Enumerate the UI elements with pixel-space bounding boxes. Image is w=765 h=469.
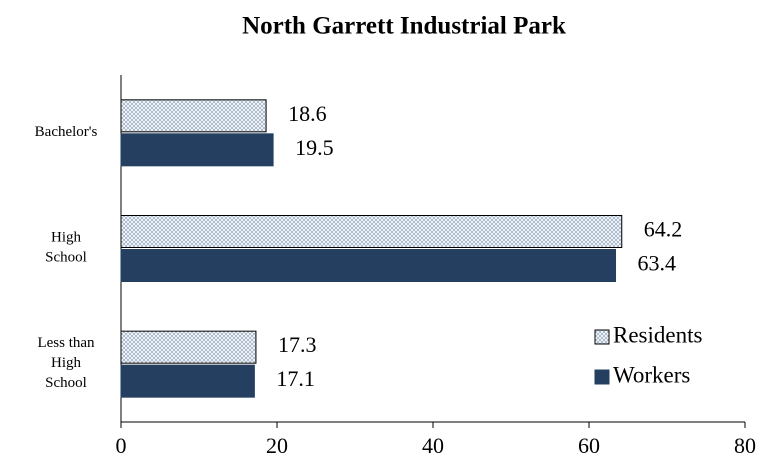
legend-label: Residents	[613, 322, 702, 347]
x-tick-label: 0	[116, 433, 127, 458]
y-tick-label: Less than High School	[37, 336, 95, 392]
legend-swatch	[594, 369, 610, 385]
x-tick-label: 40	[422, 433, 444, 458]
bar	[120, 215, 623, 248]
value-label: 63.4	[638, 251, 677, 276]
legend-label: Workers	[613, 362, 690, 387]
value-label: 17.1	[276, 366, 315, 391]
bar	[120, 249, 617, 282]
value-label: 17.3	[278, 332, 317, 357]
bar	[120, 133, 274, 167]
bar	[120, 99, 267, 133]
x-tick-label: 80	[734, 433, 756, 458]
x-tick-label: 20	[266, 433, 288, 458]
y-tick-label: High School	[45, 230, 87, 266]
legend-swatch	[594, 329, 610, 345]
chart-title: North Garrett Industrial Park	[242, 13, 566, 40]
y-tick-label: Bachelor's	[35, 124, 98, 140]
x-tick-label: 60	[578, 433, 600, 458]
bar	[120, 364, 255, 398]
bar	[120, 330, 257, 364]
value-label: 19.5	[295, 135, 334, 160]
value-label: 18.6	[288, 101, 327, 126]
value-label: 64.2	[644, 217, 683, 242]
